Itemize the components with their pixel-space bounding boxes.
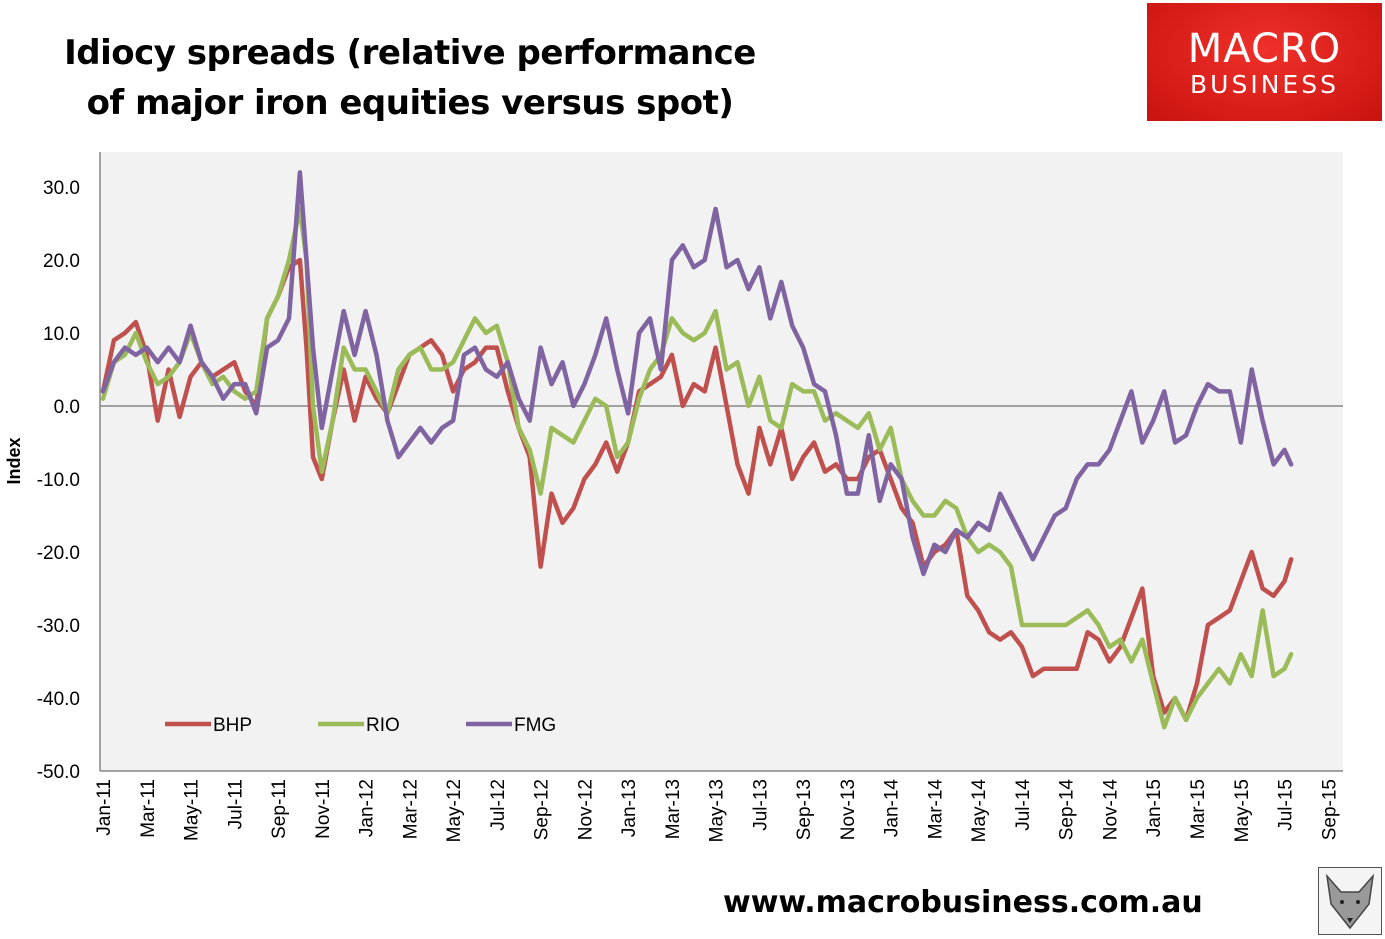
x-tick-label: Jul-13: [750, 779, 771, 831]
y-tick-label: -10.0: [37, 470, 80, 491]
legend-label-bhp: BHP: [213, 715, 252, 736]
footer-url: www.macrobusiness.com.au: [723, 885, 1203, 920]
x-tick-label: May-15: [1232, 779, 1253, 842]
series-line-fmg: [100, 170, 1294, 577]
x-tick-label: Jul-11: [225, 779, 246, 829]
legend-label-rio: RIO: [366, 715, 400, 736]
x-tick-label: Mar-15: [1188, 779, 1209, 839]
y-tick-label: 10.0: [43, 324, 80, 345]
x-tick-label: Jan-12: [357, 779, 378, 837]
y-tick-label: -50.0: [37, 762, 80, 783]
y-tick-label: 0.0: [54, 397, 80, 418]
x-tick-label: Nov-14: [1100, 779, 1121, 841]
x-tick-label: May-13: [707, 779, 728, 842]
y-tick-label: -40.0: [37, 689, 80, 710]
y-axis-title: Index: [4, 437, 24, 484]
macrobusiness-logo: MACRO BUSINESS: [1147, 3, 1382, 121]
logo-line1: MACRO: [1187, 26, 1342, 72]
x-tick-label: Sep-14: [1057, 779, 1078, 841]
x-tick-label: Jan-15: [1144, 779, 1165, 837]
y-tick-label: -30.0: [37, 616, 80, 637]
x-tick-label: Jul-14: [1013, 779, 1034, 831]
chart-title-line1: Idiocy spreads (relative performance: [64, 33, 756, 73]
x-tick-label: Sep-13: [794, 779, 815, 840]
x-tick-label: Jan-14: [882, 779, 903, 838]
x-tick-label: Sep-12: [532, 779, 553, 840]
x-tick-label: May-14: [969, 779, 990, 843]
y-tick-label: -20.0: [37, 543, 80, 564]
logo-line2: BUSINESS: [1190, 70, 1339, 99]
y-tick-label: 20.0: [43, 251, 80, 272]
x-tick-label: Mar-12: [400, 779, 421, 839]
x-tick-label: May-11: [182, 779, 203, 841]
x-tick-label: Jan-13: [619, 779, 640, 837]
legend-label-fmg: FMG: [514, 715, 556, 736]
chart-title-line2: of major iron equities versus spot): [86, 83, 734, 123]
fox-logo-icon: [1318, 867, 1382, 935]
x-tick-label: Mar-11: [138, 779, 159, 838]
x-tick-label: Mar-14: [925, 779, 946, 840]
x-tick-label: Sep-15: [1319, 779, 1340, 840]
chart-title: Idiocy spreads (relative performance of …: [60, 28, 760, 128]
x-tick-label: Nov-11: [313, 779, 334, 839]
x-tick-label: Nov-13: [838, 779, 859, 840]
x-tick-label: Jul-12: [488, 779, 509, 831]
x-tick-label: Sep-11: [269, 779, 290, 839]
series-line-bhp: [100, 257, 1294, 723]
y-tick-label: 30.0: [43, 178, 80, 199]
x-tick-label: Nov-12: [575, 779, 596, 840]
x-tick-label: Jan-11: [94, 779, 115, 836]
x-tick-label: May-12: [444, 779, 465, 842]
x-tick-label: Mar-13: [663, 779, 684, 839]
x-tick-label: Jul-15: [1276, 779, 1297, 831]
